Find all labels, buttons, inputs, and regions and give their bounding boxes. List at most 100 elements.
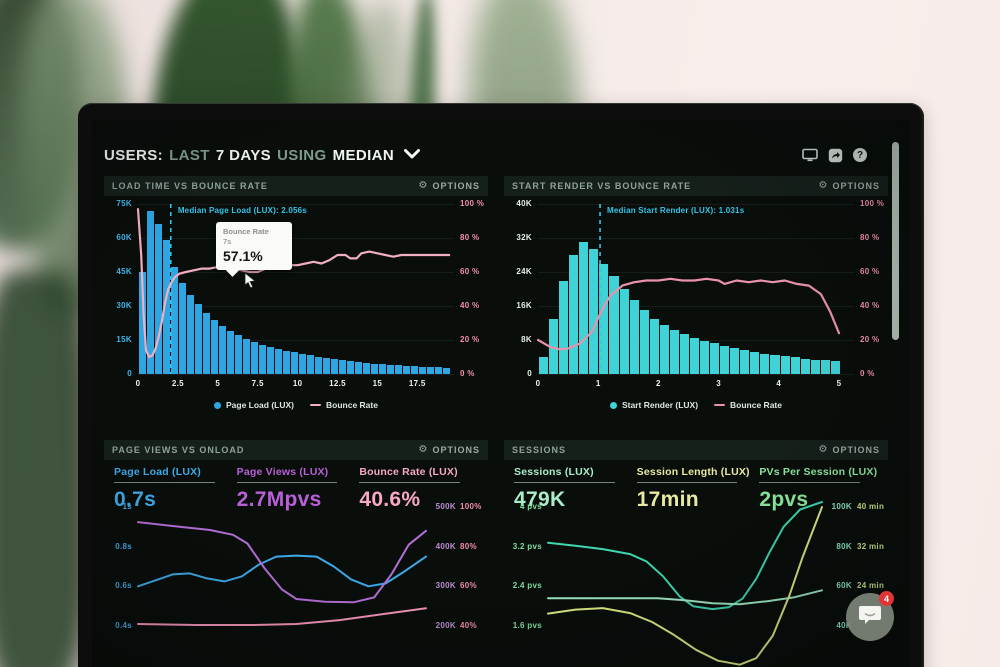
histogram-bar xyxy=(710,343,720,374)
panel-sessions: SESSIONS ⚙ OPTIONS Sessions (LUX) 479K Se… xyxy=(504,440,888,667)
gridline xyxy=(138,272,454,273)
histogram-bar xyxy=(203,312,210,374)
y-axis-label: 8K xyxy=(521,335,532,344)
histogram-bar xyxy=(267,346,274,374)
histogram-bar xyxy=(750,351,760,374)
y-axis-label-right: 60 % xyxy=(860,267,880,276)
series-line xyxy=(137,554,427,588)
display-icon[interactable] xyxy=(802,147,818,163)
y-axis-label: 30K xyxy=(116,301,132,310)
y-axis-label-right: 60% xyxy=(460,581,477,590)
y-axis-label-right: 40 min xyxy=(857,502,885,511)
histogram-bar xyxy=(569,255,579,374)
bounce-rate-line xyxy=(136,208,451,359)
histogram-bar xyxy=(331,359,338,374)
series-line xyxy=(547,589,823,606)
y-axis-label: 0 xyxy=(127,369,132,378)
y-axis-label-right: 80 % xyxy=(860,233,880,242)
gear-icon: ⚙ xyxy=(418,180,429,191)
x-axis-label: 1 xyxy=(595,379,601,388)
dashboard-titlebar: USERS: LAST 7 DAYS USING MEDIAN ? xyxy=(104,142,890,168)
histogram-bar xyxy=(363,362,370,374)
title-word[interactable]: LAST xyxy=(169,146,210,164)
y-axis-label: 4 pvs xyxy=(520,502,542,511)
y-axis-label-right: 40 % xyxy=(860,301,880,310)
histogram-bar xyxy=(211,319,218,374)
y-axis-label-right: 200K xyxy=(435,621,456,630)
histogram-bar xyxy=(760,353,770,374)
metric-row: Sessions (LUX) 479K Session Length (LUX)… xyxy=(514,466,882,512)
share-icon[interactable] xyxy=(827,147,843,163)
x-axis-label: 15 xyxy=(372,379,383,388)
histogram-bar xyxy=(187,294,194,374)
histogram-bar xyxy=(780,356,790,374)
histogram-bar xyxy=(435,367,442,374)
histogram xyxy=(139,204,450,374)
options-button[interactable]: ⚙ OPTIONS xyxy=(818,444,880,456)
histogram-bar xyxy=(179,283,186,374)
bounce-rate-line-layer xyxy=(136,204,451,374)
series-line xyxy=(137,607,427,626)
y-axis-label-right: 40% xyxy=(460,621,477,630)
y-axis-label: 45K xyxy=(116,267,132,276)
histogram-bar xyxy=(291,352,298,374)
histogram-bar xyxy=(649,318,659,374)
panel-header: SESSIONS ⚙ OPTIONS xyxy=(504,440,888,460)
histogram-bar xyxy=(323,358,330,374)
line-chart-layer xyxy=(137,521,427,626)
panel-header: LOAD TIME VS BOUNCE RATE ⚙ OPTIONS xyxy=(104,176,488,196)
plant-leaf xyxy=(0,270,90,667)
legend-label: Bounce Rate xyxy=(730,400,782,410)
y-axis-label-right: 500K xyxy=(435,502,456,511)
panel-load-time: LOAD TIME VS BOUNCE RATE ⚙ OPTIONS 75K 100… xyxy=(104,176,488,430)
histogram-bar xyxy=(619,289,629,374)
histogram-bar xyxy=(147,210,154,374)
histogram-bar xyxy=(251,342,258,374)
gear-icon: ⚙ xyxy=(418,444,429,455)
histogram-bar xyxy=(227,330,234,374)
chart-plot-area[interactable]: 40K 100 % 32K 80 % 24K 60 % 16K 40 % 8K 20 % 0 0 % M… xyxy=(504,196,888,430)
panel-title: LOAD TIME VS BOUNCE RATE xyxy=(112,181,268,191)
y-axis-label-right: 40K xyxy=(836,621,852,630)
title-word[interactable]: 7 DAYS xyxy=(215,146,272,164)
laptop-screen: USERS: LAST 7 DAYS USING MEDIAN ? xyxy=(92,120,910,667)
y-axis-label-right: 100% xyxy=(460,502,482,511)
histogram-bar xyxy=(820,360,830,374)
options-button[interactable]: ⚙ OPTIONS xyxy=(418,180,480,192)
options-button[interactable]: ⚙ OPTIONS xyxy=(418,444,480,456)
histogram-bar xyxy=(155,224,162,374)
title-word[interactable]: MEDIAN xyxy=(332,146,395,164)
chat-button[interactable]: 4 xyxy=(846,591,894,641)
options-button[interactable]: ⚙ OPTIONS xyxy=(818,180,880,192)
histogram-bar xyxy=(669,330,679,374)
legend-dot xyxy=(214,401,221,409)
histogram-bar xyxy=(347,361,354,374)
histogram-bar xyxy=(629,299,639,374)
chart-plot-area[interactable]: 75K 100 % 60K 80 % 45K 60 % 30K 40 % 15K 20 % 0 0 %… xyxy=(104,196,488,430)
title-word[interactable]: USERS: xyxy=(104,146,164,164)
histogram-bar xyxy=(387,364,394,374)
title-word[interactable]: USING xyxy=(277,146,327,164)
help-icon[interactable]: ? xyxy=(852,147,868,163)
y-axis-label-right: 60K xyxy=(836,581,852,590)
y-axis-label: 3.2 pvs xyxy=(512,542,542,551)
chat-icon xyxy=(858,604,882,631)
histogram-bar xyxy=(195,303,202,374)
histogram-bar xyxy=(740,350,750,374)
median-annotation: Median Start Render (LUX): 1.031s xyxy=(607,206,745,215)
histogram-bar xyxy=(171,267,178,374)
chevron-down-icon[interactable] xyxy=(404,146,421,164)
x-axis-label: 12.5 xyxy=(329,379,346,388)
y-axis-label-right: 100K xyxy=(831,502,852,511)
scrollbar[interactable] xyxy=(892,142,899,340)
histogram-bar xyxy=(579,242,589,374)
histogram-bar xyxy=(243,338,250,374)
x-axis-label: 0 xyxy=(535,379,541,388)
histogram-bar xyxy=(339,360,346,374)
histogram-bar xyxy=(283,350,290,374)
panel-title: PAGE VIEWS VS ONLOAD xyxy=(112,445,245,455)
histogram-bar xyxy=(259,344,266,374)
y-axis-label: 0.8s xyxy=(115,542,132,551)
gridline xyxy=(138,306,454,307)
